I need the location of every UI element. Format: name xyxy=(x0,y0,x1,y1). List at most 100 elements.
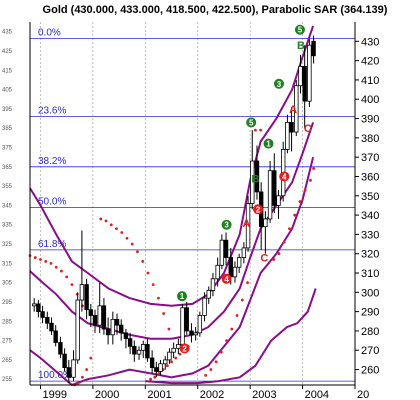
y-minor-tick-label: 285 xyxy=(2,319,13,325)
sar-dot xyxy=(70,283,74,286)
candle-body xyxy=(232,266,238,278)
signal-circle xyxy=(273,78,284,89)
y-minor-tick-label: 325 xyxy=(2,242,13,248)
signal-number: 4 xyxy=(224,275,229,284)
sar-dot xyxy=(209,368,213,371)
sar-dot xyxy=(89,356,93,360)
candle-body xyxy=(45,317,50,324)
candle-body xyxy=(105,328,111,336)
signal-circle xyxy=(263,138,274,149)
sar-dot xyxy=(178,352,182,356)
candle-body xyxy=(58,342,63,355)
fibonacci-label: 0.0% xyxy=(38,27,61,38)
x-tick-label: 20 xyxy=(357,389,369,400)
sar-dot xyxy=(293,213,297,217)
sar-dot xyxy=(312,167,315,170)
y-tick-label: 420 xyxy=(361,56,379,68)
candle-body xyxy=(149,357,155,369)
candle-body xyxy=(193,332,198,336)
sar-dot xyxy=(153,375,157,379)
sar-dot xyxy=(219,350,223,354)
sar-dot xyxy=(104,219,108,223)
candle-body xyxy=(219,239,225,266)
sar-dot xyxy=(309,178,312,182)
candle-body xyxy=(294,85,299,133)
candle-body xyxy=(97,305,102,326)
fibonacci-label: 23.6% xyxy=(38,106,66,117)
y-minor-tick-label: 265 xyxy=(2,358,13,364)
sar-dot xyxy=(162,312,166,315)
sar-dot xyxy=(149,377,152,381)
y-tick-label: 380 xyxy=(361,133,379,145)
y-tick-label: 300 xyxy=(361,287,379,299)
signal-letter: A xyxy=(289,104,297,116)
sar-dot xyxy=(109,223,113,227)
candle-body xyxy=(75,299,80,361)
candle-body xyxy=(49,322,54,332)
signal-circle xyxy=(221,219,232,230)
signal-circle xyxy=(253,204,264,215)
envelope-upper xyxy=(29,25,315,307)
sar-dot xyxy=(60,269,63,273)
sar-dot xyxy=(240,298,244,302)
sar-dot xyxy=(49,261,53,265)
sar-dot xyxy=(277,252,281,256)
x-tick-label: 2004 xyxy=(305,389,329,400)
candle-body xyxy=(206,289,211,299)
signal-circle xyxy=(294,24,305,35)
candle-body xyxy=(285,122,290,150)
candle-body xyxy=(114,318,120,326)
candle-body xyxy=(154,367,159,372)
candle-body xyxy=(202,297,207,316)
candle-body xyxy=(289,122,294,133)
candle-body xyxy=(276,195,281,206)
candle-body xyxy=(136,349,142,355)
signal-circle xyxy=(177,291,188,302)
y-tick-label: 350 xyxy=(361,191,379,203)
sar-dot xyxy=(167,327,171,331)
sar-dot xyxy=(85,368,89,371)
candle-body xyxy=(127,338,133,347)
candle-body xyxy=(62,353,67,369)
sar-dot xyxy=(65,275,69,279)
signal-letter: C xyxy=(304,123,312,135)
y-tick-label: 330 xyxy=(361,229,379,241)
candle-body xyxy=(119,324,124,334)
candle-body xyxy=(223,239,229,258)
fibonacci-label: 100.0% xyxy=(38,370,72,381)
candle-body xyxy=(302,66,307,102)
candle-body xyxy=(110,318,116,336)
y-tick-label: 430 xyxy=(361,36,379,48)
y-minor-tick-label: 295 xyxy=(2,300,13,306)
y-tick-label: 370 xyxy=(361,152,379,164)
candle-body xyxy=(250,160,255,204)
sar-dot xyxy=(303,188,307,192)
sar-dot xyxy=(235,314,239,317)
candle-body xyxy=(180,307,185,345)
candle-body xyxy=(53,330,58,343)
y-minor-tick-label: 275 xyxy=(2,339,13,345)
sar-dot xyxy=(259,128,263,132)
x-tick-label: 2003 xyxy=(252,389,276,400)
candle-body xyxy=(197,315,203,334)
envelope-bottom xyxy=(145,288,317,385)
candle-body xyxy=(79,284,85,301)
signal-number: 3 xyxy=(224,221,229,230)
candle-body xyxy=(40,311,45,318)
candle-body xyxy=(88,309,94,316)
candle-body xyxy=(36,303,41,313)
y-minor-tick-label: 425 xyxy=(2,49,13,55)
candle-body xyxy=(272,170,277,206)
sar-dot xyxy=(39,258,42,261)
candle-body xyxy=(158,363,163,372)
sar-dot xyxy=(157,296,160,300)
candle-body xyxy=(123,332,129,340)
sar-dot xyxy=(146,271,150,275)
sar-dot xyxy=(54,265,58,269)
signal-number: 5 xyxy=(298,26,303,35)
signal-circle xyxy=(246,117,257,128)
y-minor-tick-label: 415 xyxy=(2,68,13,74)
